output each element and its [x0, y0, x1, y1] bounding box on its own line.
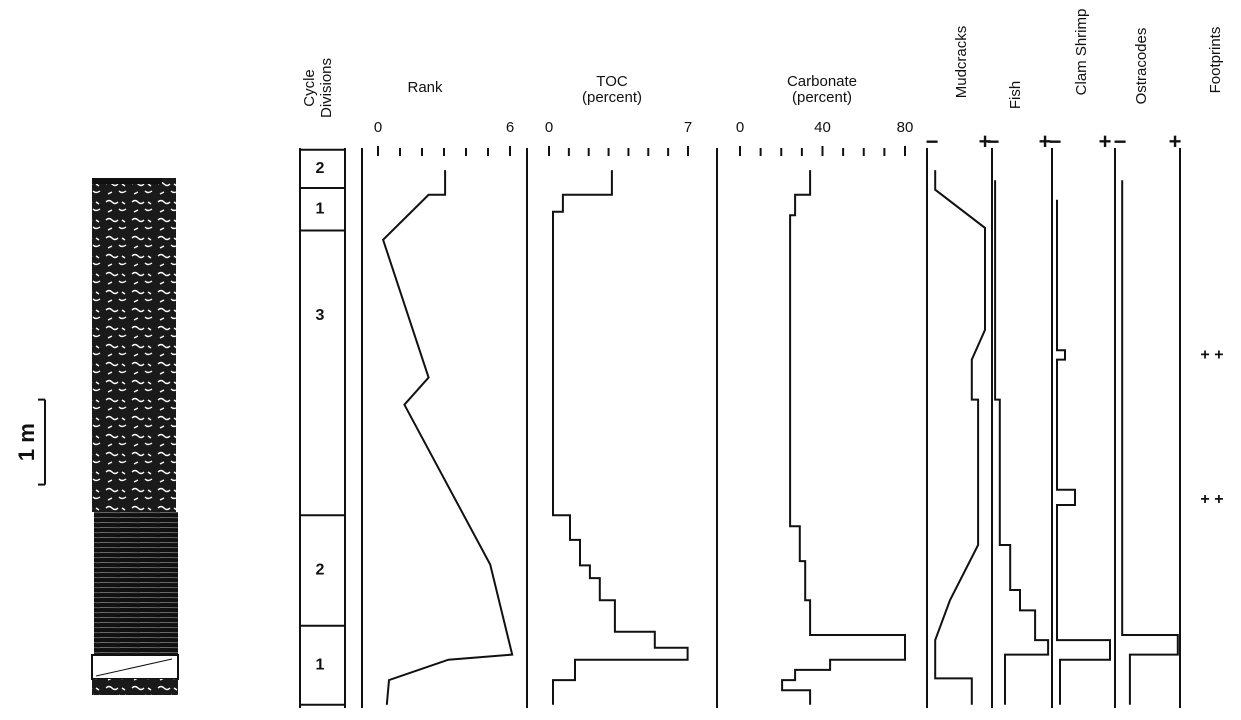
page: {"chart_data": [ {"type": "core", "scale… [0, 0, 1241, 715]
scale-label: 1 m [14, 423, 39, 461]
cycle-label: 2 [316, 160, 325, 177]
profile-line [935, 170, 985, 705]
x-tick-label: 80 [897, 119, 914, 136]
panel-title: Carbonate [787, 73, 857, 90]
x-tick-label: − [1049, 129, 1062, 154]
panel-title: TOC [596, 73, 628, 90]
profile-line [1122, 180, 1178, 705]
panel-title: (percent) [582, 89, 642, 106]
x-tick-label: − [926, 129, 939, 154]
panel-title: Divisions [318, 58, 335, 118]
core-blocky [92, 178, 176, 512]
panel-title: Mudcracks [953, 26, 970, 99]
panel-title: (percent) [792, 89, 852, 106]
footprint-mark: + + [1200, 347, 1223, 364]
panel-title: Cycle [301, 69, 318, 107]
x-tick-label: 0 [736, 119, 744, 136]
profile-line [553, 170, 688, 705]
x-tick-label: − [1114, 129, 1127, 154]
x-tick-label: 40 [814, 119, 831, 136]
cycle-label: 2 [316, 562, 325, 579]
cycle-label: 3 [316, 307, 325, 324]
core-laminated [94, 512, 178, 655]
panel-title: Rank [407, 79, 443, 96]
panel-title: Ostracodes [1133, 28, 1150, 105]
profile-line [782, 170, 905, 705]
x-tick-label: 0 [545, 119, 553, 136]
x-tick-label: 0 [374, 119, 382, 136]
panel-title: Clam Shrimp [1073, 9, 1090, 96]
figure: 1 mCycleDivisions21321Rank06TOC(percent)… [0, 0, 1241, 715]
core-top [92, 178, 162, 184]
profile-line [1057, 200, 1110, 705]
panel-title: Footprints [1207, 27, 1224, 94]
panel-title: Fish [1007, 81, 1024, 109]
core-drawing [92, 178, 178, 695]
footprint-mark: + + [1200, 491, 1223, 508]
profile-line [383, 170, 512, 705]
core-base [92, 679, 178, 695]
x-tick-label: 7 [684, 119, 692, 136]
profile-line [995, 180, 1048, 705]
x-tick-label: + [1099, 129, 1112, 154]
x-tick-label: − [987, 129, 1000, 154]
x-tick-label: 6 [506, 119, 514, 136]
cycle-label: 1 [316, 656, 325, 673]
cycle-label: 1 [316, 200, 325, 217]
